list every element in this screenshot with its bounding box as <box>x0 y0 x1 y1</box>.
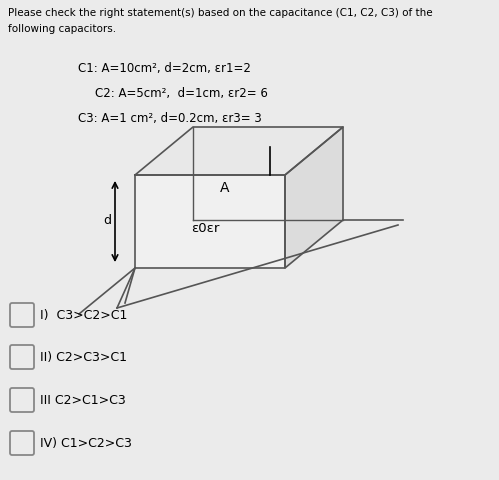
Text: I)  C3>C2>C1: I) C3>C2>C1 <box>40 309 127 322</box>
Polygon shape <box>135 127 343 175</box>
Text: C2: A=5cm²,  d=1cm, εr2= 6: C2: A=5cm², d=1cm, εr2= 6 <box>95 87 268 100</box>
Text: C3: A=1 cm², d=0.2cm, εr3= 3: C3: A=1 cm², d=0.2cm, εr3= 3 <box>78 112 262 125</box>
Polygon shape <box>135 175 285 268</box>
Text: following capacitors.: following capacitors. <box>8 24 116 34</box>
FancyBboxPatch shape <box>10 388 34 412</box>
Text: IV) C1>C2>C3: IV) C1>C2>C3 <box>40 436 132 449</box>
Text: ε0εr: ε0εr <box>191 221 219 235</box>
Polygon shape <box>285 127 343 268</box>
Text: Please check the right statement(s) based on the capacitance (C1, C2, C3) of the: Please check the right statement(s) base… <box>8 8 433 18</box>
FancyBboxPatch shape <box>10 303 34 327</box>
Text: C1: A=10cm², d=2cm, εr1=2: C1: A=10cm², d=2cm, εr1=2 <box>78 62 251 75</box>
FancyBboxPatch shape <box>10 345 34 369</box>
FancyBboxPatch shape <box>10 431 34 455</box>
Text: A: A <box>220 181 230 195</box>
Text: II) C2>C3>C1: II) C2>C3>C1 <box>40 350 127 363</box>
Text: d: d <box>103 215 111 228</box>
Text: III C2>C1>C3: III C2>C1>C3 <box>40 394 126 407</box>
